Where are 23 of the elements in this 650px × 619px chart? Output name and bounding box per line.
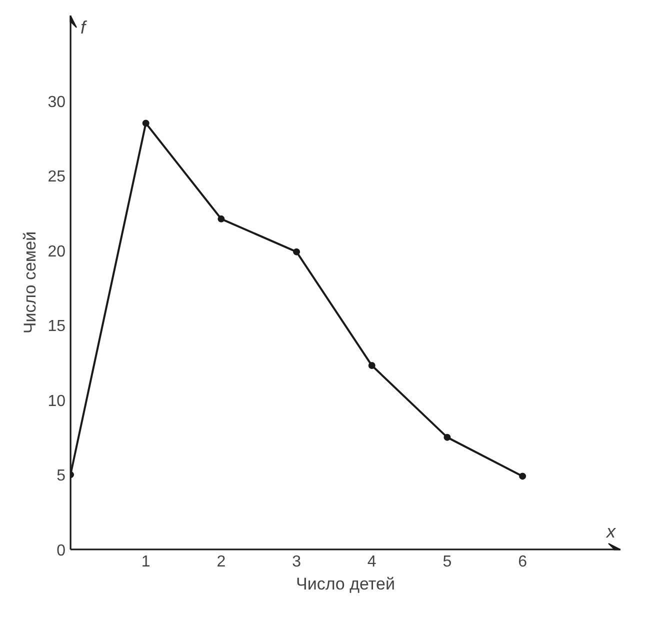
x-tick-label: 4 bbox=[367, 554, 376, 570]
x-axis-title: Число детей bbox=[296, 574, 395, 594]
y-tick-label: 0 bbox=[56, 542, 66, 560]
point bbox=[218, 215, 225, 222]
annotation: x bbox=[606, 522, 616, 542]
x-tick-label: 1 bbox=[141, 554, 150, 570]
point bbox=[293, 248, 300, 256]
y-tick-label: 5 bbox=[56, 468, 66, 485]
x-tick-label: 6 bbox=[518, 554, 528, 570]
y-tick-label: 20 bbox=[48, 243, 66, 260]
x-tick-label: 3 bbox=[292, 554, 302, 570]
point bbox=[519, 472, 526, 480]
point bbox=[142, 120, 150, 127]
y-axis-title: Число семей bbox=[20, 231, 40, 334]
point bbox=[368, 362, 376, 370]
x-tick-label: 5 bbox=[442, 554, 452, 570]
y-tick-label: 10 bbox=[48, 392, 66, 410]
y-tick-label: 15 bbox=[48, 318, 66, 336]
x-tick-label: 2 bbox=[216, 554, 226, 570]
y-tick-label: 30 bbox=[48, 94, 66, 111]
y-tick-label: 25 bbox=[48, 168, 66, 186]
point bbox=[444, 434, 451, 441]
annotation: f bbox=[80, 18, 88, 38]
